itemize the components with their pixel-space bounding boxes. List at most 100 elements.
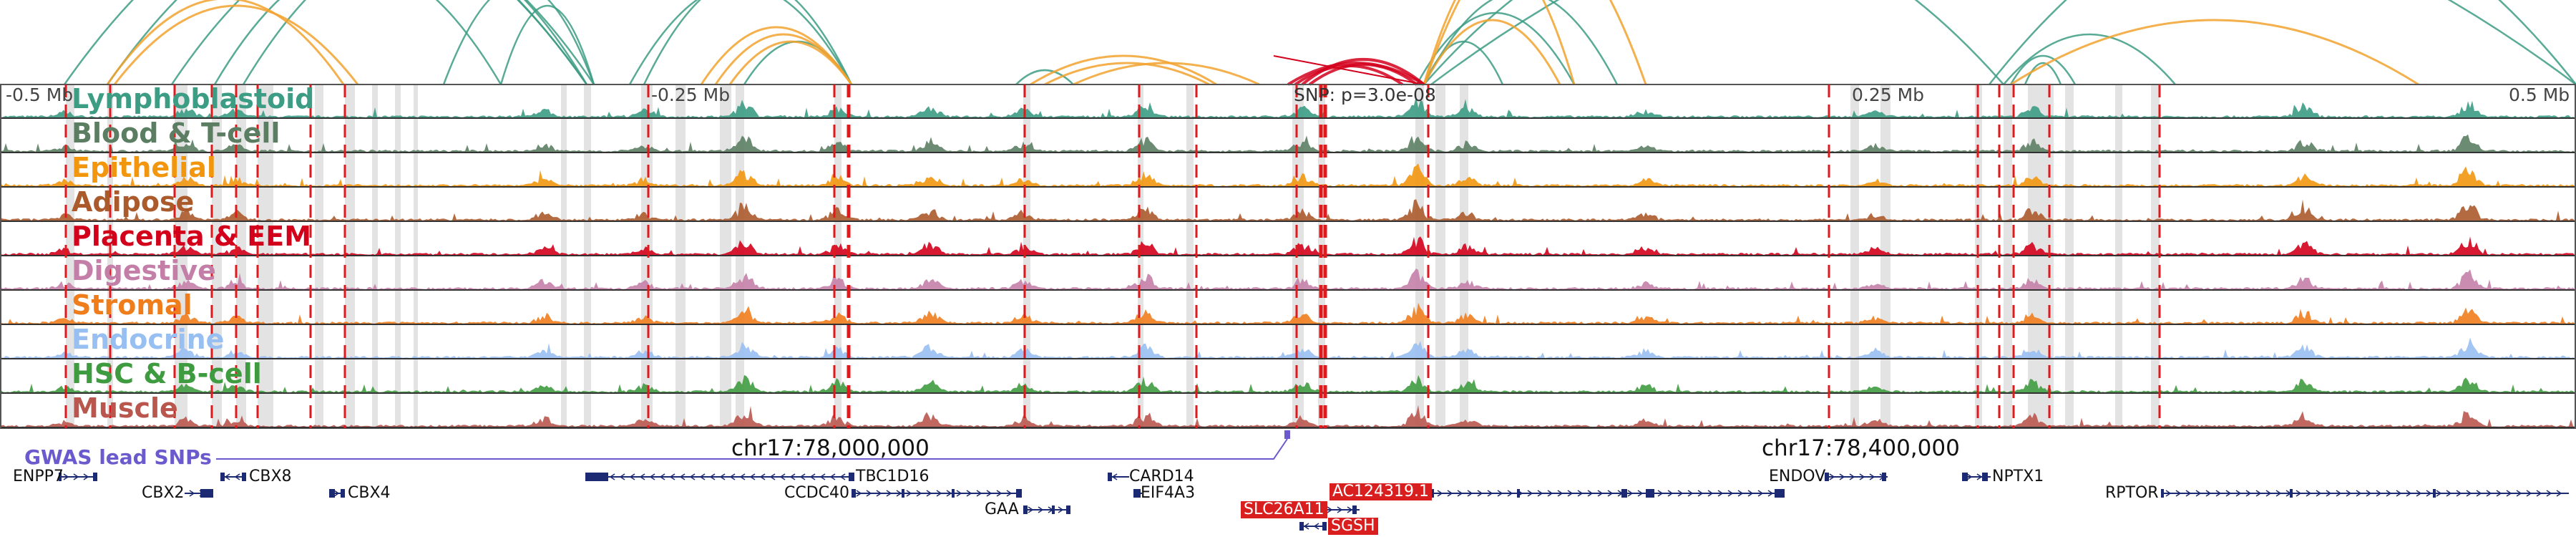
gene-label-rptor: RPTOR: [2105, 484, 2159, 502]
endov-strand-arrow: [1839, 473, 1845, 480]
rptor-strand-arrow: [2275, 490, 2282, 497]
interaction-arc: [2003, 33, 2176, 85]
endov-strand-arrow: [1859, 473, 1865, 480]
rptor-strand-arrow: [2436, 490, 2442, 497]
tbc1d16-strand-arrow: [639, 473, 645, 480]
ac124319-1-strand-arrow: [1467, 490, 1473, 497]
rptor-exon: [2290, 489, 2293, 498]
tbc1d16-strand-arrow: [709, 473, 716, 480]
endov-strand-arrow: [1869, 473, 1875, 480]
interaction-arc: [213, 0, 502, 85]
cbx2-strand-arrow: [189, 490, 195, 497]
ac124319-1-strand-arrow: [1737, 490, 1744, 497]
tbc1d16-strand-arrow: [839, 473, 846, 480]
scale-right-label: 0.5 Mb: [2509, 84, 2570, 105]
interaction-arc: [242, 0, 588, 85]
track-label-epithelial: Epithelial: [72, 152, 216, 183]
signal-track-0: [1, 95, 2575, 117]
tbc1d16-strand-arrow: [669, 473, 675, 480]
ccdc40-strand-arrow: [966, 490, 972, 497]
interaction-arc: [1423, 0, 2004, 85]
ac124319-1-strand-arrow: [1767, 490, 1774, 497]
rptor-strand-arrow: [2306, 490, 2312, 497]
interaction-arc: [1294, 64, 1404, 86]
ccdc40-strand-arrow: [956, 490, 962, 497]
ccdc40-exon: [952, 489, 955, 498]
interaction-arc: [1989, 0, 2576, 85]
track-baseline-layer: [0, 84, 2576, 429]
tbc1d16-strand-arrow: [609, 473, 615, 480]
gwas-connector-line: [216, 438, 1288, 460]
interaction-arc: [628, 0, 853, 85]
interaction-arc: [1287, 62, 1425, 86]
ccdc40-strand-arrow: [936, 490, 942, 497]
tbc1d16-strand-arrow: [759, 473, 766, 480]
gwas-layer: [216, 430, 1290, 460]
interaction-arc-layer: [63, 0, 2576, 86]
interaction-arc: [1430, 0, 2576, 86]
gene-model-layer: [59, 473, 2569, 531]
ccdc40-strand-arrow: [856, 490, 862, 497]
gaa-exon: [1023, 505, 1028, 514]
cbx2-exon: [200, 489, 213, 498]
track-label-lymphoblastoid: Lymphoblastoid: [72, 83, 315, 115]
cbx8-strand-arrow: [234, 473, 240, 480]
ac124319-1-strand-arrow: [1637, 490, 1644, 497]
interaction-arc: [1015, 69, 1074, 85]
endov-strand-arrow: [1829, 473, 1835, 480]
rptor-strand-arrow: [2456, 490, 2462, 497]
ac124319-1-strand-arrow: [1627, 490, 1634, 497]
scale-mid-left-label: -0.25 Mb: [651, 84, 731, 105]
rptor-strand-arrow: [2546, 490, 2552, 497]
signal-track-9: [1, 405, 2575, 427]
ac124319-1-strand-arrow: [1577, 490, 1584, 497]
rptor-strand-arrow: [2526, 490, 2532, 497]
nptx1-strand-arrow: [1976, 473, 1983, 480]
tbc1d16-strand-arrow: [799, 473, 806, 480]
rptor-strand-arrow: [2556, 490, 2562, 497]
rptor-strand-arrow: [2215, 490, 2222, 497]
sgsh-exon: [1299, 522, 1304, 531]
tbc1d16-strand-arrow: [729, 473, 736, 480]
gaa-strand-arrow: [1058, 506, 1064, 513]
ccdc40-strand-arrow: [986, 490, 992, 497]
endov-exon: [1825, 473, 1829, 481]
interaction-arc: [106, 0, 345, 85]
enpp7-strand-arrow: [83, 473, 89, 480]
tbc1d16-strand-arrow: [689, 473, 696, 480]
rptor-strand-arrow: [2366, 490, 2372, 497]
track-label-placenta-eem: Placenta & EEM: [72, 221, 312, 252]
interaction-arc: [1423, 19, 1561, 85]
rptor-strand-arrow: [2386, 490, 2392, 497]
ac124319-1-exon: [1646, 489, 1654, 498]
track-label-muscle: Muscle: [72, 392, 178, 424]
tbc1d16-strand-arrow: [809, 473, 816, 480]
rptor-strand-arrow: [2346, 490, 2352, 497]
interaction-arc: [728, 40, 853, 85]
track-label-blood-t-cell: Blood & T-cell: [72, 117, 280, 149]
gene-label-eif4a3: EIF4A3: [1141, 484, 1196, 502]
ac124319-1-strand-arrow: [1717, 490, 1724, 497]
tbc1d16-exon: [585, 473, 608, 481]
gene-label-cbx2: CBX2: [142, 484, 185, 502]
ac124319-1-exon: [1621, 489, 1627, 498]
enpp7-exon: [93, 473, 97, 481]
interaction-arc: [63, 0, 588, 85]
dashed-marker-layer: [64, 84, 2161, 428]
nptx1-exon: [1982, 473, 1988, 481]
gwas-lead-snps-label: GWAS lead SNPs: [24, 445, 212, 469]
cbx4-exon: [329, 489, 335, 498]
gene-label-tbc1d16: TBC1D16: [856, 468, 930, 485]
tbc1d16-strand-arrow: [699, 473, 706, 480]
rptor-strand-arrow: [2426, 490, 2432, 497]
ac124319-1-strand-arrow: [1447, 490, 1453, 497]
sgsh-strand-arrow: [1313, 523, 1319, 530]
ac124319-1-strand-arrow: [1697, 490, 1704, 497]
ccdc40-strand-arrow: [946, 490, 952, 497]
ac124319-1-strand-arrow: [1597, 490, 1604, 497]
ac124319-1-strand-arrow: [1667, 490, 1674, 497]
coordinate-label-left: chr17:78,000,000: [731, 435, 930, 461]
scale-left-label: -0.5 Mb: [6, 84, 74, 105]
slc26a11-strand-arrow: [1347, 506, 1353, 513]
